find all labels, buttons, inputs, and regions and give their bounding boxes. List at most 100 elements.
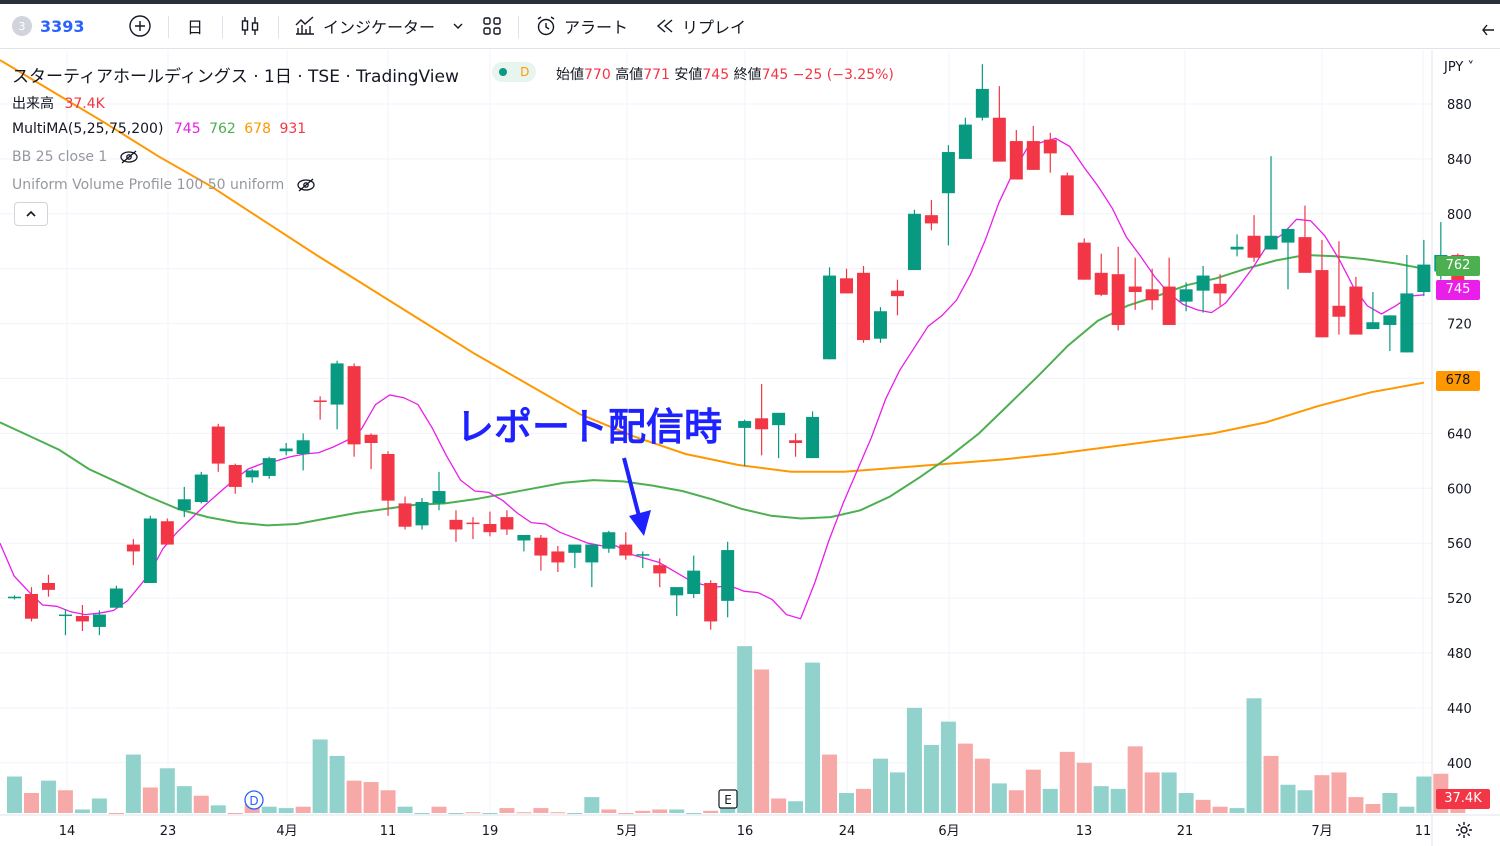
change-value: −25 (−3.25%) (793, 67, 894, 83)
candle-body (1214, 284, 1227, 294)
time-tick-label: 7月 (1311, 824, 1332, 839)
volume-bar (228, 813, 243, 814)
low-label: 安値 (674, 67, 702, 83)
annotation-label: レポート配信時 (456, 405, 722, 449)
volume-bar (448, 813, 463, 814)
gear-icon (1454, 820, 1474, 840)
volume-bar (788, 801, 803, 813)
ma-label: MultiMA(5,25,75,200) (12, 121, 163, 137)
ma5-value: 745 (174, 121, 201, 137)
volume-bar (92, 798, 107, 813)
candle-body (602, 532, 615, 548)
volume-value: 37.4K (64, 96, 104, 112)
earnings-marker-label: E (724, 793, 732, 807)
candle-body (25, 594, 38, 619)
hidden-eye-icon[interactable] (296, 177, 316, 193)
volume-bar (686, 813, 701, 814)
candle-body (806, 417, 819, 458)
volume-bar (1264, 756, 1279, 813)
candle-body (1044, 140, 1057, 154)
volume-bar (347, 781, 362, 813)
volume-bar (1247, 698, 1262, 813)
candle-body (416, 502, 429, 525)
candle-body (1282, 229, 1295, 243)
volume-bar (873, 759, 888, 813)
bb-legend[interactable]: BB 25 close 1 (12, 149, 139, 165)
moving-averages (0, 60, 1424, 619)
candle-body (874, 311, 887, 338)
ma-legend[interactable]: MultiMA(5,25,75,200) 745 762 678 931 (12, 121, 306, 137)
time-tick-label: 4月 (276, 824, 297, 839)
volume-bar (432, 807, 447, 813)
volume-bar (1077, 763, 1092, 813)
candle-body (1315, 270, 1328, 337)
candle-body (483, 524, 496, 532)
candle-body (1061, 175, 1074, 215)
ma75-price-label: 678 (1436, 371, 1480, 391)
high-value: 771 (643, 67, 670, 83)
volume-bar (771, 798, 786, 813)
volume-bar (601, 809, 616, 813)
volume-bar (1128, 746, 1143, 813)
candle-body (1146, 289, 1159, 300)
volume-bar (1026, 770, 1041, 813)
ma75-value: 678 (244, 121, 271, 137)
candle-body (857, 273, 870, 340)
volume-bar (635, 811, 650, 813)
volume-bar (126, 755, 141, 813)
price-tick-label: 720 (1447, 318, 1472, 333)
time-tick-label: 16 (737, 824, 754, 839)
candle-body (704, 583, 717, 621)
volume-bar (550, 812, 565, 813)
volume-profile-label: Uniform Volume Profile 100 50 uniform (12, 177, 284, 193)
time-tick-label: 6月 (938, 824, 959, 839)
market-status-pill[interactable]: D (492, 62, 536, 82)
time-tick-label: 23 (160, 824, 177, 839)
ma25-line (0, 255, 1424, 525)
candle-body (500, 517, 513, 529)
candle-body (59, 615, 72, 617)
volume-bar (737, 646, 752, 813)
candle-body (1231, 247, 1244, 250)
open-value: 770 (584, 67, 611, 83)
delay-badge: D (520, 65, 529, 79)
volume-bars (7, 646, 1465, 814)
volume-bar (618, 813, 633, 814)
candle-body (993, 118, 1006, 162)
annotation-arrow-shaft (624, 458, 640, 520)
currency-selector[interactable]: JPY ˅ (1444, 60, 1474, 75)
price-tick-label: 840 (1447, 153, 1472, 168)
candle-body (619, 545, 632, 556)
time-tick-label: 13 (1076, 824, 1093, 839)
volume-bar (1162, 772, 1177, 813)
volume-bar (1009, 790, 1024, 813)
volume-bar (822, 755, 837, 813)
volume-legend[interactable]: 出来高 37.4K (12, 93, 105, 113)
collapse-legend-button[interactable] (14, 202, 48, 226)
volume-bar (1230, 808, 1245, 813)
candle-body (382, 454, 395, 501)
candle-body (195, 475, 208, 502)
ma5-price-label: 745 (1436, 280, 1480, 300)
volume-bar (924, 745, 939, 813)
chart-title: スターティアホールディングス · 1日 · TSE · TradingView (12, 62, 459, 87)
candle-body (93, 615, 106, 627)
low-value: 745 (702, 67, 729, 83)
volume-bar (41, 781, 56, 813)
volume-bar (364, 782, 379, 813)
candle-body (229, 465, 242, 487)
candle-body (942, 152, 955, 193)
volume-bar (1060, 752, 1075, 813)
candle-body (636, 554, 649, 556)
hidden-eye-icon[interactable] (119, 149, 139, 165)
volume-profile-legend[interactable]: Uniform Volume Profile 100 50 uniform (12, 177, 316, 193)
candle-body (1298, 237, 1311, 273)
time-tick-label: 21 (1177, 824, 1194, 839)
volume-bar (465, 812, 480, 813)
volume-bar (381, 790, 396, 813)
volume-bar (279, 808, 294, 813)
candle-body (161, 521, 174, 544)
volume-bar (1297, 790, 1312, 813)
chart-settings-button[interactable] (1454, 820, 1474, 844)
close-value: 745 (762, 67, 789, 83)
